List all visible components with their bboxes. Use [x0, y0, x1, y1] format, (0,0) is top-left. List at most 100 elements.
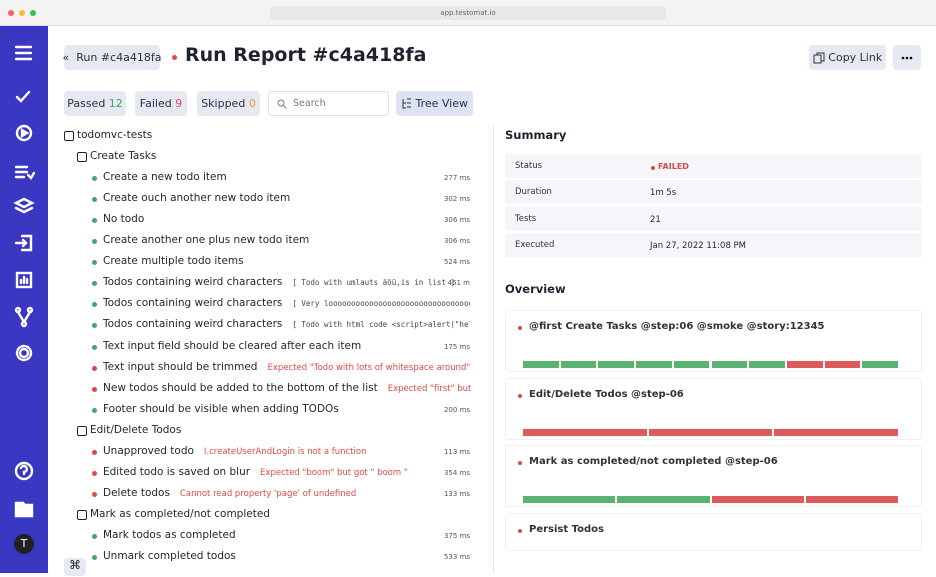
more-button[interactable] — [893, 45, 921, 70]
close-dot[interactable] — [8, 10, 14, 16]
test-name: No todo — [103, 213, 145, 226]
progress-segment — [749, 361, 785, 368]
test-name: Create a new todo item — [103, 171, 227, 184]
summary-label: Tests — [515, 213, 537, 224]
divider — [493, 126, 494, 573]
summary-value: Jan 27, 2022 11:08 PM — [650, 240, 747, 251]
progress-segment — [636, 361, 672, 368]
test-param: [ Very loooooooooooooooooooooooooooooooo… — [292, 299, 470, 309]
progress-segment — [774, 428, 898, 436]
suite-checkbox — [77, 152, 87, 163]
search-input[interactable]: Search — [268, 91, 389, 116]
status-dot — [92, 344, 97, 350]
avatar[interactable]: T — [20, 537, 28, 550]
test-time: 175 ms — [443, 342, 470, 351]
overview-card — [505, 310, 922, 372]
skipped-filter[interactable]: Skipped 0 — [197, 91, 260, 116]
copy-label: Copy Link — [828, 51, 883, 64]
status-dot — [92, 197, 97, 203]
overview-card — [505, 377, 922, 440]
status-dot — [92, 239, 97, 245]
status-dot — [92, 491, 97, 497]
test-name: Unapproved todo — [103, 444, 194, 457]
passed-filter[interactable]: Passed 12 — [64, 91, 126, 116]
progress-segment — [523, 361, 559, 368]
progress-segment — [673, 361, 710, 368]
test-time: 200 ms — [443, 405, 470, 414]
suite-checkbox — [77, 425, 87, 436]
status-dot — [92, 449, 97, 455]
failed-filter[interactable]: Failed 9 — [135, 91, 187, 116]
status-dot — [92, 470, 97, 476]
progress-segment — [523, 428, 647, 436]
test-time: 306 ms — [443, 237, 470, 246]
status-dot — [92, 365, 97, 371]
overview-card — [505, 513, 922, 552]
test-error: Expected "Todo with lots of whitespace a… — [267, 362, 472, 373]
progress-segment — [711, 361, 748, 368]
failed-count: 9 — [175, 97, 183, 110]
test-name: Create another one plus new todo item — [103, 234, 310, 247]
suite-checkbox — [77, 509, 87, 520]
test-name: Edited todo is saved on blur — [103, 465, 251, 478]
summary-label: Executed — [515, 239, 555, 250]
overview-label: Persist Todos — [529, 524, 604, 536]
progress-segment — [523, 496, 616, 504]
test-name: Mark todos as completed — [103, 528, 236, 541]
tree-view-button[interactable]: Tree View — [396, 91, 473, 116]
test-error: Cannot read property 'page' of undefined — [179, 488, 357, 499]
test-error: Expected "boom" but got " boom " — [260, 467, 408, 478]
sidebar-icons — [13, 45, 36, 554]
back-button[interactable]: « Run #c4a418fa — [63, 45, 161, 70]
copy-link-button[interactable]: Copy Link — [809, 45, 886, 70]
progress-segment — [824, 361, 861, 368]
address-bar[interactable]: app.testomat.io — [270, 6, 666, 20]
test-time: 113 ms — [443, 447, 470, 456]
status-dot — [92, 302, 97, 308]
test-time: 302 ms — [443, 195, 470, 204]
summary-row — [505, 180, 922, 205]
progress-segment — [617, 496, 710, 504]
max-dot[interactable] — [30, 10, 36, 16]
progress-segment — [648, 428, 773, 436]
status-dot — [92, 323, 97, 329]
skipped-count: 0 — [248, 97, 256, 110]
status-dot — [92, 555, 97, 560]
overview-title: Overview — [505, 282, 566, 296]
tree-view-label: Tree View — [415, 97, 469, 110]
progress-segment — [711, 496, 804, 504]
tree-icon — [402, 98, 411, 109]
more-icon — [901, 56, 913, 59]
test-name: Todos containing weird characters — [103, 276, 283, 289]
test-name: Delete todos — [103, 486, 170, 499]
failed-dot — [651, 166, 655, 170]
passed-label: Passed — [67, 97, 106, 110]
status-dot — [92, 407, 97, 413]
test-name: Footer should be visible when adding TOD… — [103, 402, 339, 415]
suite-checkbox — [64, 131, 74, 141]
search-icon — [277, 99, 287, 109]
test-error: Expected "first" but got " first " — [387, 383, 472, 394]
skipped-label: Skipped — [201, 97, 246, 110]
suite-name: Edit/Delete Todos — [90, 423, 182, 436]
test-name: Todos containing weird characters — [103, 297, 283, 310]
test-name: Create ouch another new todo item — [103, 192, 291, 205]
test-name: Todos containing weird characters — [103, 318, 283, 331]
status-dot — [92, 386, 97, 392]
progress-segment — [862, 361, 898, 368]
status-dot — [172, 55, 177, 60]
summary-row — [505, 232, 922, 257]
test-time: 354 ms — [443, 468, 470, 477]
status-dot — [92, 260, 97, 266]
passed-count: 12 — [108, 97, 123, 110]
progress-segment — [598, 361, 635, 368]
copy-icon — [813, 52, 825, 63]
min-dot[interactable] — [19, 10, 25, 16]
test-time: 133 ms — [443, 489, 470, 498]
shortcut-button[interactable]: ⌘ — [64, 558, 86, 576]
test-name: Text input field should be cleared after… — [103, 339, 362, 352]
progress-segment — [560, 361, 597, 368]
suite-name: todomvc-tests — [77, 129, 153, 141]
test-name: New todos should be added to the bottom … — [103, 381, 378, 394]
failed-label: Failed — [139, 97, 172, 110]
